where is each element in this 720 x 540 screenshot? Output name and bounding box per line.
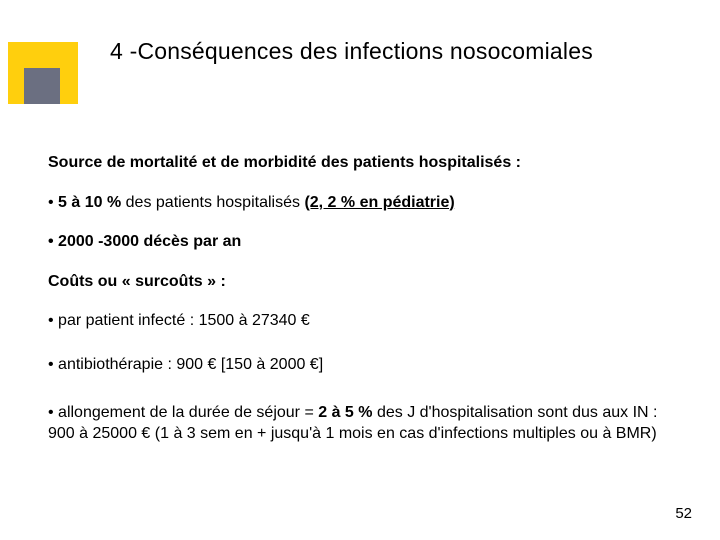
- slide-title: 4 -Conséquences des infections nosocomia…: [110, 38, 593, 65]
- bullet-cost-stay: • allongement de la durée de séjour = 2 …: [48, 402, 672, 445]
- decor-square-blue: [24, 68, 60, 104]
- bullet-text-bold: 5 à 10 %: [58, 194, 126, 211]
- section-heading-mortality: Source de mortalité et de morbidité des …: [48, 152, 672, 174]
- bullet-text: • allongement de la durée de séjour =: [48, 404, 318, 421]
- bullet-text-underline: (2, 2 % en pédiatrie): [304, 194, 454, 211]
- bullet-text: des patients hospitalisés: [126, 194, 305, 211]
- bullet-prevalence: • 5 à 10 % des patients hospitalisés (2,…: [48, 192, 672, 214]
- page-number: 52: [675, 505, 692, 522]
- bullet-text: •: [48, 194, 58, 211]
- section-heading-costs: Coûts ou « surcoûts » :: [48, 271, 672, 293]
- bullet-cost-antibio: • antibiothérapie : 900 € [150 à 2000 €]: [48, 354, 672, 376]
- bullet-deaths: • 2000 -3000 décès par an: [48, 231, 672, 253]
- bullet-text-bold: 2 à 5 %: [318, 404, 372, 421]
- bullet-cost-patient: • par patient infecté : 1500 à 27340 €: [48, 310, 672, 332]
- slide-body: Source de mortalité et de morbidité des …: [48, 152, 672, 455]
